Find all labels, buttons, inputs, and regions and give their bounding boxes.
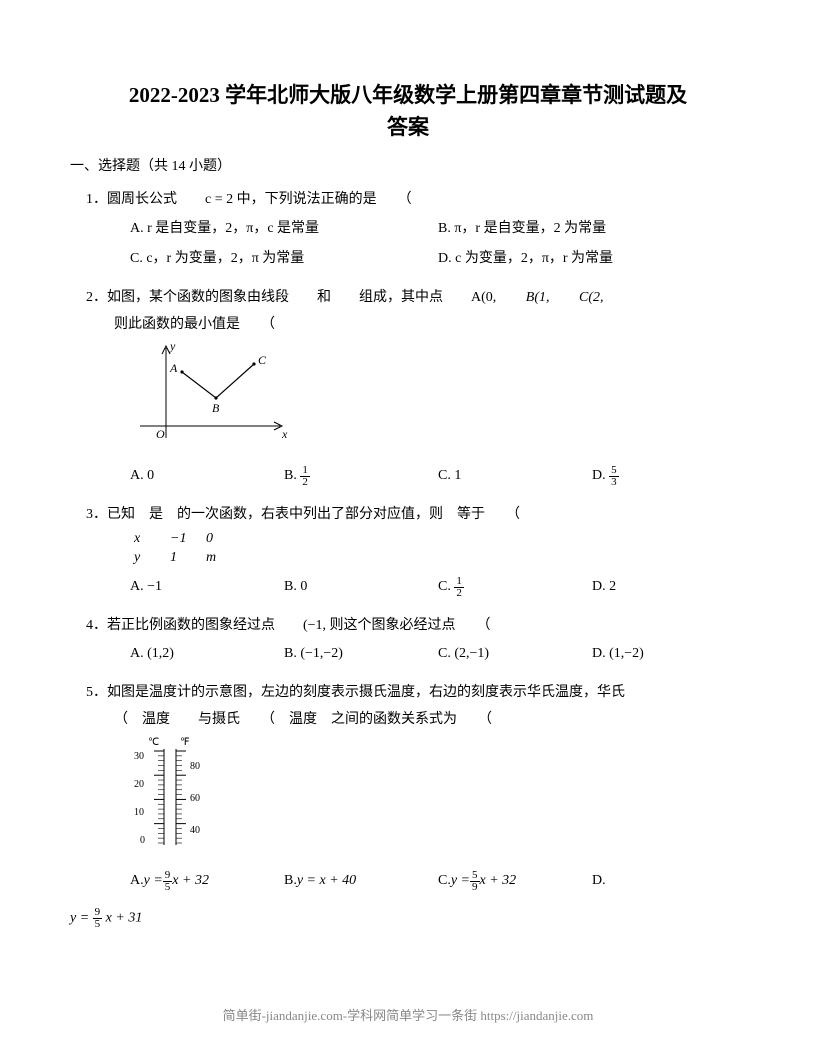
title-line-2: 答案 [70,112,746,144]
q2-point-b: B(1, [526,290,550,305]
q4-num: 4． [86,618,107,633]
q5-c-pre: C. [438,866,451,897]
q4-opt-b: B. (−1,−2) [284,639,438,670]
q1-num: 1． [86,192,107,207]
q1-opt-c: C. c，r 为变量，2，π 为常量 [130,244,438,275]
q2-opt-d: D. 53 [592,461,746,492]
page-footer: 简单街-jiandanjie.com-学科网简单学习一条街 https://ji… [0,1005,816,1024]
question-5: 5．如图是温度计的示意图，左边的刻度表示摄氏温度，右边的刻度表示华氏温度，华氏 … [70,680,746,897]
q2-opt-b-text: B. [284,461,297,492]
q2-label-o: O [156,427,165,441]
q4-stem: 若正比例函数的图象经过点 (−1, 则这个图象必经过点 （ [107,618,491,633]
q1-opt-b: B. π，r 是自变量，2 为常量 [438,214,746,245]
thermo-l-0: 0 [140,835,145,846]
q3-t-y: y [134,548,170,568]
q5-num: 5． [86,685,107,700]
q2-opt-c-text: C. 1 [438,461,461,492]
question-2: 2．如图，某个函数的图象由线段 和 组成，其中点 A(0, B(1, C(2, … [70,285,746,492]
title-line-1: 2022-2023 学年北师大版八年级数学上册第四章章节测试题及 [70,80,746,112]
q3-c-den: 2 [454,588,464,599]
question-3: 3．已知 是 的一次函数，右表中列出了部分对应值，则 等于 （ x −1 0 y… [70,502,746,603]
q2-stem-b: 则此函数的最小值是 （ [86,312,746,339]
q4-opt-a: A. (1,2) [130,639,284,670]
q3-options: A. −1 B. 0 C. 12 D. 2 [86,572,746,603]
q3-t-m: m [206,548,242,568]
q5-opt-b: B. y = x + 40 [284,866,438,897]
q3-t-x: x [134,529,170,549]
q2-point-c: C(2, [579,290,604,305]
thermo-r-40: 40 [190,825,200,836]
q5-c-eq: y = [451,866,470,897]
q2-opt-b: B. 12 [284,461,438,492]
q2-d-den: 3 [609,477,619,488]
q2-label-c: C [258,353,267,367]
q5-a-pre: A. [130,866,144,897]
q2-opt-a: A. 0 [130,461,284,492]
q5-stem-b: （ 温度 与摄氏 （ 温度 之间的函数关系式为 （ [86,707,746,734]
question-1: 1．圆周长公式 c = 2 中，下列说法正确的是 （ A. r 是自变量，2，π… [70,187,746,275]
q4-options: A. (1,2) B. (−1,−2) C. (2,−1) D. (1,−2) [86,639,746,670]
overflow-equation: y = 95 x + 31 [70,907,746,930]
q2-opt-a-text: A. 0 [130,461,154,492]
q4-opt-d: D. (1,−2) [592,639,746,670]
q5-b-eq: y = x + 40 [297,866,356,897]
thermo-l-30: 30 [134,751,144,762]
q1-options-row2: C. c，r 为变量，2，π 为常量 D. c 为变量，2，π，r 为常量 [86,244,746,275]
q2-label-a: A [169,361,178,375]
q5-opt-a: A. y = 95 x + 32 [130,866,284,897]
q5-opt-d: D. [592,866,746,897]
q3-table: x −1 0 y 1 m [86,529,746,568]
q2-opt-c: C. 1 [438,461,592,492]
q5-a-eq: y = [144,866,163,897]
thermo-r-80: 80 [190,761,200,772]
thermo-l-10: 10 [134,807,144,818]
q3-t-m1: −1 [170,529,206,549]
q3-opt-d: D. 2 [592,572,746,603]
q2-options: A. 0 B. 12 C. 1 D. 53 [86,461,746,492]
thermo-right-label: ℉ [180,737,190,748]
q3-num: 3． [86,507,107,522]
q5-stem-a: 如图是温度计的示意图，左边的刻度表示摄氏温度，右边的刻度表示华氏温度，华氏 [107,685,625,700]
q5-b-pre: B. [284,866,297,897]
q3-opt-c: C. 12 [438,572,592,603]
q2-opt-d-text: D. [592,461,606,492]
q1-opt-d: D. c 为变量，2，π，r 为常量 [438,244,746,275]
q3-t-0: 0 [206,529,242,549]
q2-label-x: x [281,427,288,441]
q1-opt-a: A. r 是自变量，2，π，c 是常量 [130,214,438,245]
thermo-l-20: 20 [134,779,144,790]
thermo-r-60: 60 [190,793,200,804]
q1-stem: 圆周长公式 c = 2 中，下列说法正确的是 （ [107,192,412,207]
question-4: 4．若正比例函数的图象经过点 (−1, 则这个图象必经过点 （ A. (1,2)… [70,613,746,670]
q2-num: 2． [86,290,107,305]
q2-label-y: y [169,339,176,353]
q1-options-row1: A. r 是自变量，2，π，c 是常量 B. π，r 是自变量，2 为常量 [86,214,746,245]
q2-b-den: 2 [300,477,310,488]
q3-opt-b: B. 0 [284,572,438,603]
thermo-left-label: ℃ [148,737,159,748]
q5-thermometer: ℃ ℉ 30 20 10 0 80 60 40 [130,733,240,853]
q2-graph: y x O A B C [130,338,290,448]
page-title: 2022-2023 学年北师大版八年级数学上册第四章章节测试题及 答案 [70,80,746,143]
q2-stem-a: 如图，某个函数的图象由线段 和 组成，其中点 A(0, [107,290,496,305]
q5-opt-c: C. y = 59 x + 32 [438,866,592,897]
q5-options: A. y = 95 x + 32 B. y = x + 40 C. y = 59… [86,866,746,897]
q3-stem: 已知 是 的一次函数，右表中列出了部分对应值，则 等于 （ [107,507,520,522]
q4-opt-c: C. (2,−1) [438,639,592,670]
q3-t-1: 1 [170,548,206,568]
q3-opt-c-text: C. [438,572,451,603]
q2-label-b: B [212,401,220,415]
section-header: 一、选择题（共 14 小题） [70,155,746,175]
q3-opt-a: A. −1 [130,572,284,603]
